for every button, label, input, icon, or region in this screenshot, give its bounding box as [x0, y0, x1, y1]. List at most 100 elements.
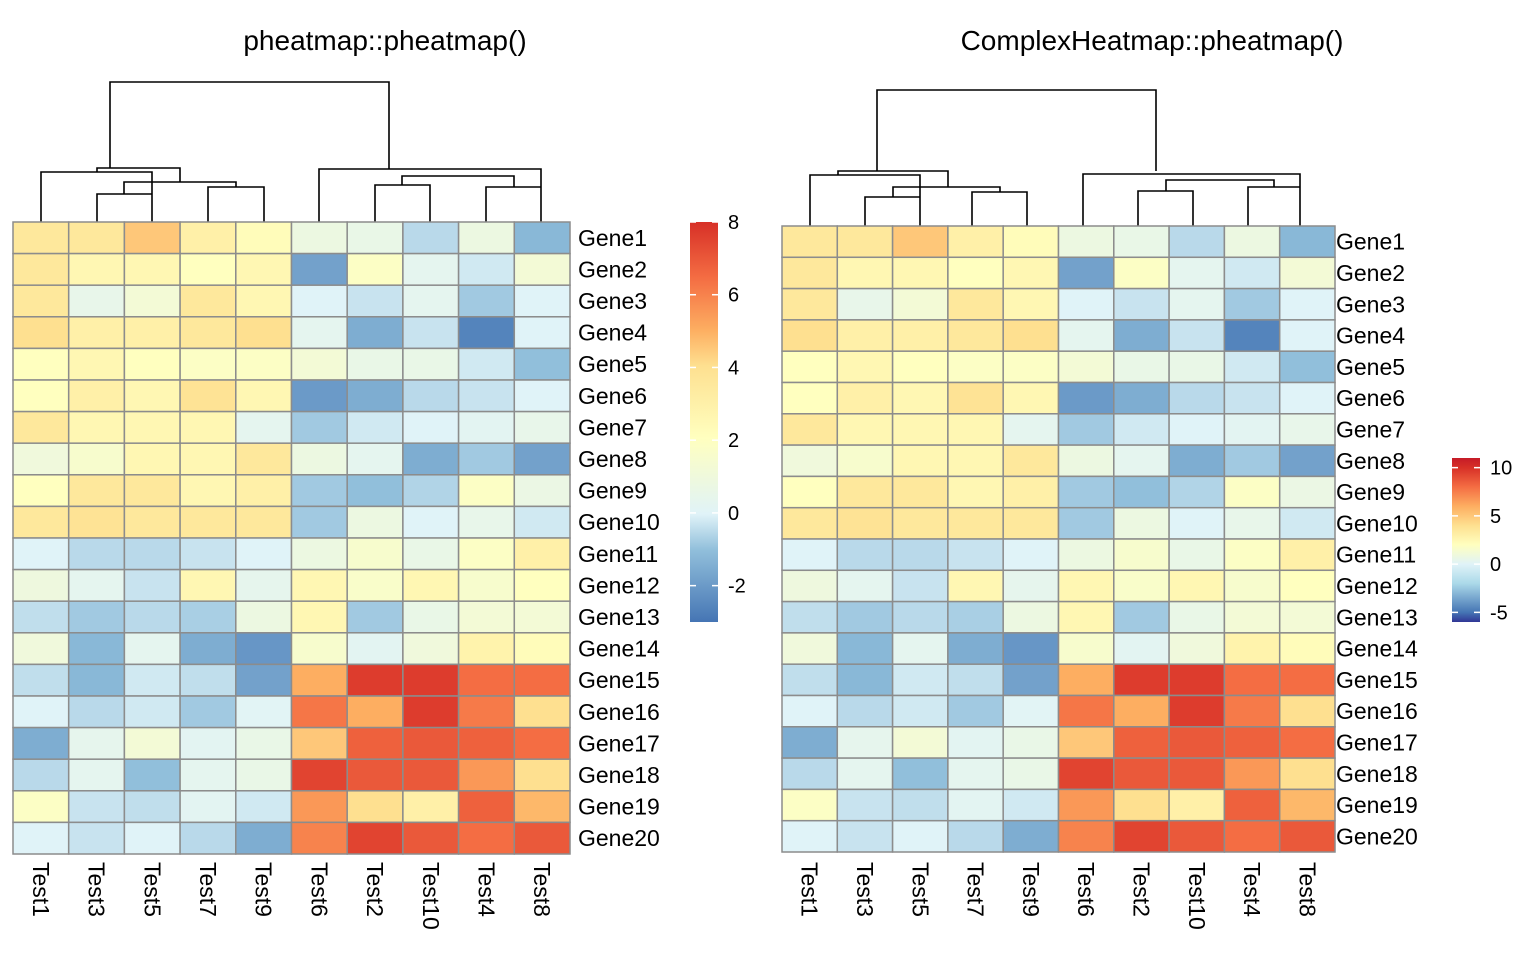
heatmap-cell — [1278, 444, 1336, 478]
heatmap-cell — [836, 381, 894, 415]
heatmap-cell — [1278, 506, 1336, 540]
heatmap-cell — [781, 506, 839, 540]
heatmap-cell — [781, 256, 839, 290]
heatmap-cell — [1002, 475, 1060, 509]
heatmap-cell — [1002, 225, 1060, 259]
heatmap-cell — [781, 538, 839, 572]
heatmap-cell — [457, 632, 516, 666]
heatmap-cell — [346, 316, 404, 350]
heatmap-cell — [947, 287, 1004, 321]
heatmap-cell — [836, 444, 894, 478]
column-label: Test6 — [1073, 862, 1099, 917]
heatmap-cell — [781, 569, 839, 603]
heatmap-cell — [513, 347, 571, 381]
heatmap-cell — [179, 284, 237, 318]
row-label: Gene3 — [1336, 291, 1405, 317]
heatmap-cell — [123, 379, 181, 413]
heatmap-cell — [891, 632, 949, 665]
heatmap-cell — [947, 757, 1004, 791]
heatmap-cell — [235, 632, 293, 666]
heatmap-cell — [1168, 444, 1226, 478]
heatmap-cell — [457, 221, 516, 255]
row-label: Gene1 — [1336, 229, 1405, 255]
heatmap-cell — [12, 221, 70, 255]
heatmap-cell — [1278, 381, 1336, 415]
heatmap-cell — [947, 600, 1004, 634]
heatmap-cell — [1002, 788, 1060, 822]
heatmap-cell — [513, 505, 571, 539]
heatmap-cell — [346, 410, 404, 444]
heatmap-cell — [1168, 287, 1226, 321]
column-label: Test1 — [28, 862, 54, 917]
heatmap-cell — [1057, 726, 1115, 759]
column-labels: Test1 Test3 Test5 Test7 Test9 Test6 Test2 Test1… — [797, 862, 1321, 930]
heatmap-cell — [179, 632, 237, 666]
row-label: Gene12 — [1336, 573, 1418, 599]
colorbar-tick-label: 4 — [728, 357, 739, 379]
heatmap-cell — [891, 506, 949, 540]
heatmap-cell — [513, 600, 571, 634]
heatmap-cell — [123, 442, 181, 476]
heatmap-cell — [290, 663, 348, 697]
heatmap-cell — [1278, 350, 1336, 384]
heatmap-cell — [67, 537, 126, 571]
heatmap-cell — [836, 225, 894, 259]
heatmap-cell — [836, 726, 894, 759]
heatmap-cell — [1002, 287, 1060, 321]
heatmap-cell — [836, 350, 894, 384]
heatmap-cell — [1223, 381, 1281, 415]
colorbar-tick-label: 0 — [728, 503, 739, 525]
heatmap-cell — [235, 284, 293, 318]
heatmap-cell — [12, 410, 70, 444]
heatmap-cell — [123, 316, 181, 350]
heatmap-cell — [1057, 694, 1115, 728]
heatmap-cell — [947, 444, 1004, 478]
heatmap-cell — [179, 568, 237, 602]
heatmap-cell — [891, 350, 949, 384]
heatmap-cell — [346, 442, 404, 476]
heatmap-cell — [67, 821, 126, 855]
colorbar-tick-label: 2 — [728, 430, 739, 452]
heatmap-cell — [1168, 381, 1226, 415]
heatmap-cell — [1223, 413, 1281, 446]
heatmap-cell — [402, 252, 460, 286]
heatmap-cell — [836, 287, 894, 321]
heatmap-cell — [891, 287, 949, 321]
heatmap-cell — [290, 252, 348, 286]
column-label: Test4 — [1239, 862, 1265, 917]
heatmap-cell — [1057, 350, 1115, 384]
heatmap-cell — [346, 379, 404, 413]
heatmap-cell — [1057, 413, 1115, 446]
heatmap-cell — [1002, 663, 1060, 697]
heatmap-cell — [1002, 757, 1060, 791]
heatmap-cell — [402, 221, 460, 255]
heatmap-cell — [947, 663, 1004, 697]
heatmap-cell — [123, 790, 181, 824]
heatmap-cell — [1113, 632, 1170, 665]
heatmap-cell — [402, 474, 460, 508]
heatmap-cell — [513, 442, 571, 476]
colorbar-tick-label: 8 — [728, 212, 739, 234]
colorbar — [690, 222, 718, 622]
heatmap-cell — [12, 663, 70, 697]
heatmap-left: pheatmap::pheatmap() Gene1Gene2Gene3Gene… — [12, 25, 746, 930]
row-label: Gene7 — [578, 414, 647, 440]
row-label: Gene9 — [578, 478, 647, 504]
heatmap-cell — [836, 819, 894, 853]
heatmap-cell — [836, 788, 894, 822]
row-label: Gene10 — [578, 509, 660, 535]
heatmap-cell — [67, 442, 126, 476]
row-label: Gene13 — [1336, 604, 1418, 630]
colorbar-tick-label: -5 — [1490, 602, 1508, 624]
heatmap-cell — [290, 726, 348, 760]
column-label: Test3 — [84, 862, 110, 917]
heatmap-cell — [346, 221, 404, 255]
heatmap-cell — [1002, 819, 1060, 853]
heatmap-cell — [1278, 632, 1336, 665]
heatmap-cell — [179, 790, 237, 824]
heatmap-cell — [1168, 632, 1226, 665]
heatmap-cell — [1002, 381, 1060, 415]
heatmap-cell — [12, 790, 70, 824]
heatmap-cell — [123, 600, 181, 634]
heatmap-cell — [67, 284, 126, 318]
